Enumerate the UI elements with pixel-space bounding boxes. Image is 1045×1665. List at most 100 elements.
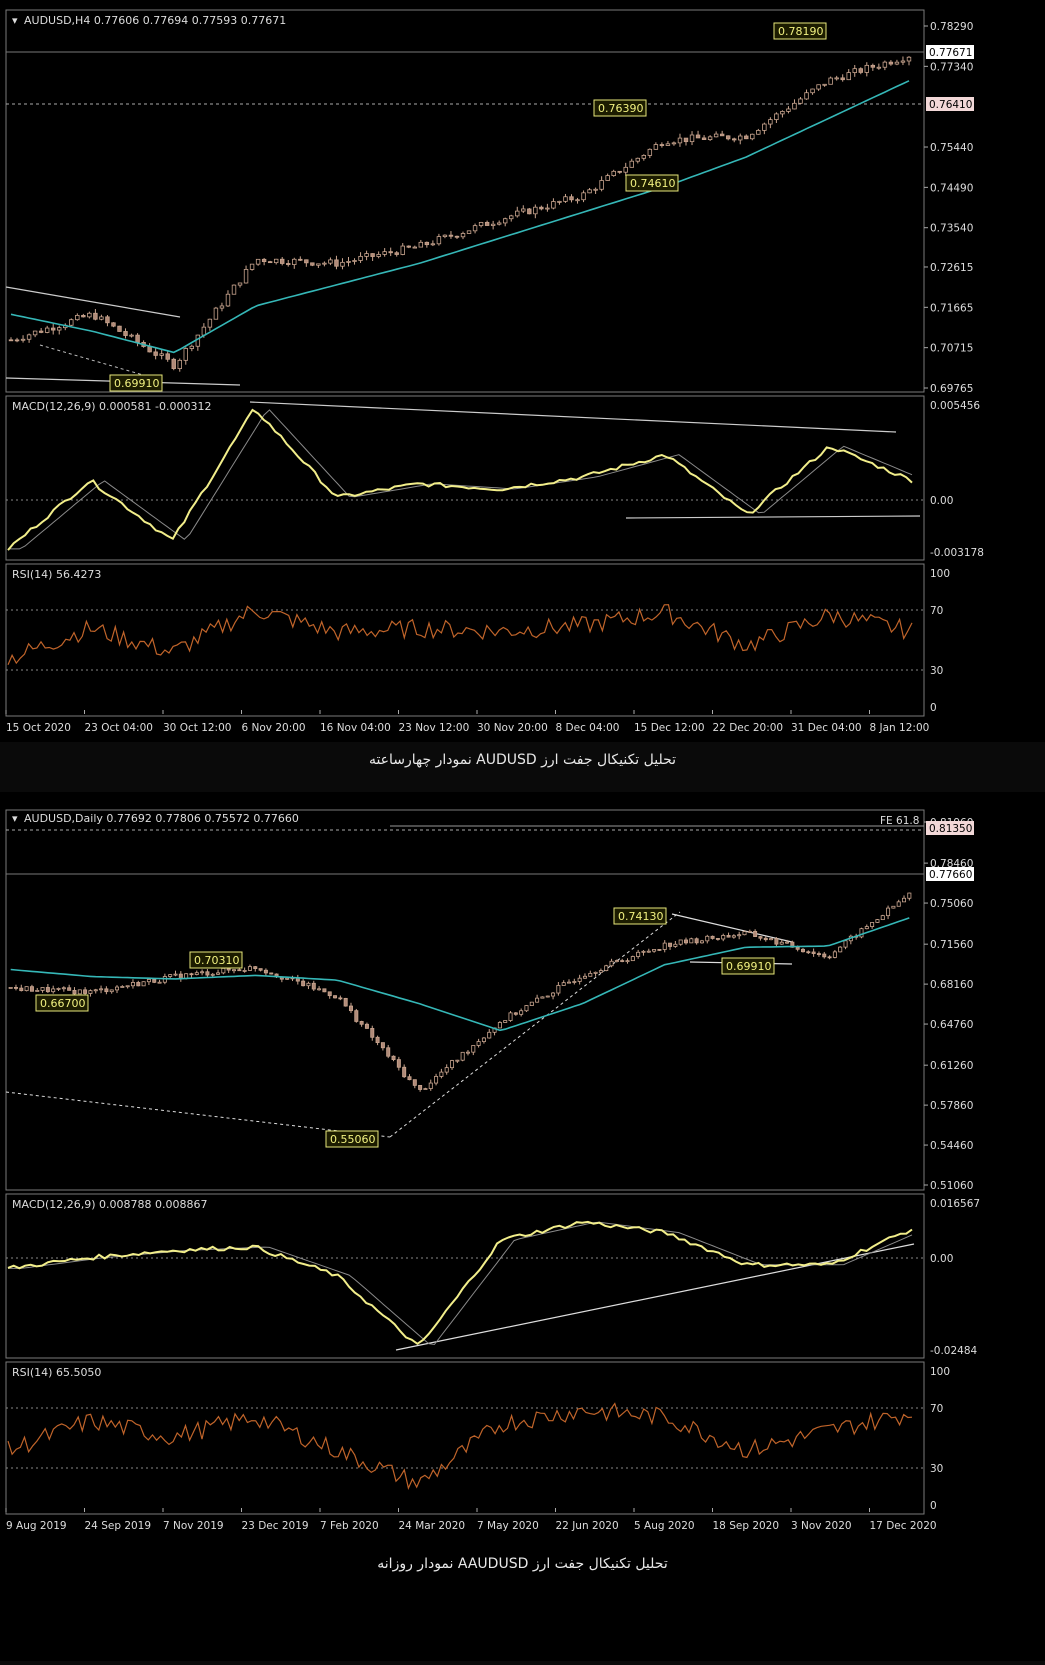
svg-text:0.70310: 0.70310 xyxy=(194,954,240,967)
candle-body xyxy=(273,258,279,264)
candle-body xyxy=(428,1082,433,1089)
candle-body xyxy=(689,134,695,143)
candle-body xyxy=(343,997,348,1007)
date-tick-label: 16 Nov 04:00 xyxy=(320,722,391,734)
candle-body xyxy=(242,970,247,972)
candle-body xyxy=(806,951,811,954)
candle-body xyxy=(376,254,381,257)
candle-body xyxy=(213,307,219,320)
candle-body xyxy=(123,331,128,336)
candle-body xyxy=(598,970,603,973)
h4-price-panel xyxy=(5,9,925,393)
candle-body xyxy=(545,207,550,210)
candle-body xyxy=(115,986,120,991)
h4-rsi-line xyxy=(7,604,913,665)
candle-body xyxy=(795,946,800,950)
candle-body xyxy=(225,293,231,307)
candle-body xyxy=(104,988,109,993)
daily-candles xyxy=(8,892,912,1092)
candle-body xyxy=(400,245,405,255)
daily-date-axis: 9 Aug 2019 24 Sep 2019 7 Nov 2019 23 Dec 20… xyxy=(5,1508,937,1532)
candle-body xyxy=(484,221,490,226)
candle-body xyxy=(380,1042,385,1049)
candle-body xyxy=(726,935,731,938)
candle-body xyxy=(652,949,657,952)
price-tick-label: 0.70715 xyxy=(930,343,973,355)
price-tick-label: 0.61260 xyxy=(930,1060,973,1072)
h4-annotation-0: 0.78190 xyxy=(773,22,827,40)
h4-rsi-header: RSI(14) 56.4273 xyxy=(12,568,101,581)
date-tick-label: 23 Oct 04:00 xyxy=(85,722,153,734)
daily-macd-tick-top: 0.016567 xyxy=(930,1198,980,1210)
h4-annotation-3: 0.69910 xyxy=(109,374,163,392)
daily-annotation-2: 0.66700 xyxy=(35,994,89,1012)
candle-body xyxy=(8,339,14,342)
candle-body xyxy=(858,68,863,73)
candle-body xyxy=(763,937,768,941)
candle-body xyxy=(177,359,182,369)
candle-body xyxy=(779,941,784,945)
candle-body xyxy=(524,1005,529,1012)
candle-body xyxy=(551,201,556,209)
candle-body xyxy=(258,968,263,971)
candle-body xyxy=(153,351,158,356)
candle-body xyxy=(418,241,424,248)
h4-collapse-arrow-icon[interactable]: ▾ xyxy=(12,14,18,27)
candle-body xyxy=(668,942,673,947)
daily-moving-average-line xyxy=(10,917,910,1032)
candle-body xyxy=(762,123,767,131)
candle-body xyxy=(471,1045,476,1053)
candle-body xyxy=(391,1055,396,1061)
candle-body xyxy=(310,262,315,266)
candle-body xyxy=(513,1012,518,1015)
candle-body xyxy=(529,1001,534,1006)
daily-resistance-line xyxy=(671,913,793,943)
candle-body xyxy=(659,144,665,146)
h4-dashed-trendline xyxy=(39,344,151,378)
candle-body xyxy=(497,1022,502,1029)
candle-body xyxy=(105,316,110,324)
h4-annotation-2: 0.74610 xyxy=(625,174,679,192)
candle-body xyxy=(51,988,56,993)
candle-body xyxy=(50,327,56,331)
candle-body xyxy=(418,1084,423,1090)
candle-body xyxy=(38,330,44,333)
svg-text:0.66700: 0.66700 xyxy=(40,997,86,1010)
candle-body xyxy=(567,981,572,984)
h4-macd-tick-zero: 0.00 xyxy=(930,495,953,507)
candle-body xyxy=(81,315,86,318)
candle-body xyxy=(88,990,93,994)
candle-body xyxy=(249,263,255,270)
candle-body xyxy=(87,312,92,318)
candle-body xyxy=(237,969,242,972)
price-tick-label: 0.74490 xyxy=(930,182,973,194)
candle-body xyxy=(753,930,758,937)
candle-body xyxy=(481,1037,486,1042)
candle-body xyxy=(243,269,249,284)
svg-text:0.77671: 0.77671 xyxy=(929,47,972,59)
candle-body xyxy=(515,210,520,217)
candle-body xyxy=(448,234,454,237)
daily-macd-trendline xyxy=(395,1243,915,1351)
candle-body xyxy=(375,1036,380,1044)
date-tick-label: 6 Nov 20:00 xyxy=(242,722,306,734)
candle-body xyxy=(859,928,864,938)
candle-body xyxy=(402,1066,407,1078)
h4-macd-tick-bottom: -0.003178 xyxy=(930,547,984,559)
candle-body xyxy=(744,135,749,140)
h4-macd-upper-trendline xyxy=(249,401,897,433)
candle-body xyxy=(653,144,659,150)
candle-body xyxy=(780,111,785,115)
candle-body xyxy=(69,319,74,326)
daily-collapse-arrow-icon[interactable]: ▾ xyxy=(12,812,18,825)
candle-body xyxy=(354,1010,359,1022)
candle-body xyxy=(253,966,258,969)
price-tick-label: 0.71560 xyxy=(930,939,973,951)
svg-text:0.78190: 0.78190 xyxy=(778,25,824,38)
candle-body xyxy=(388,251,393,254)
date-tick-label: 24 Sep 2019 xyxy=(85,1520,152,1532)
h4-annotation-1: 0.76390 xyxy=(593,99,647,117)
daily-header: AUDUSD,Daily 0.77692 0.77806 0.75572 0.7… xyxy=(24,812,299,825)
candle-body xyxy=(707,136,713,140)
h4-current-price-label: 0.77671 xyxy=(926,45,974,59)
